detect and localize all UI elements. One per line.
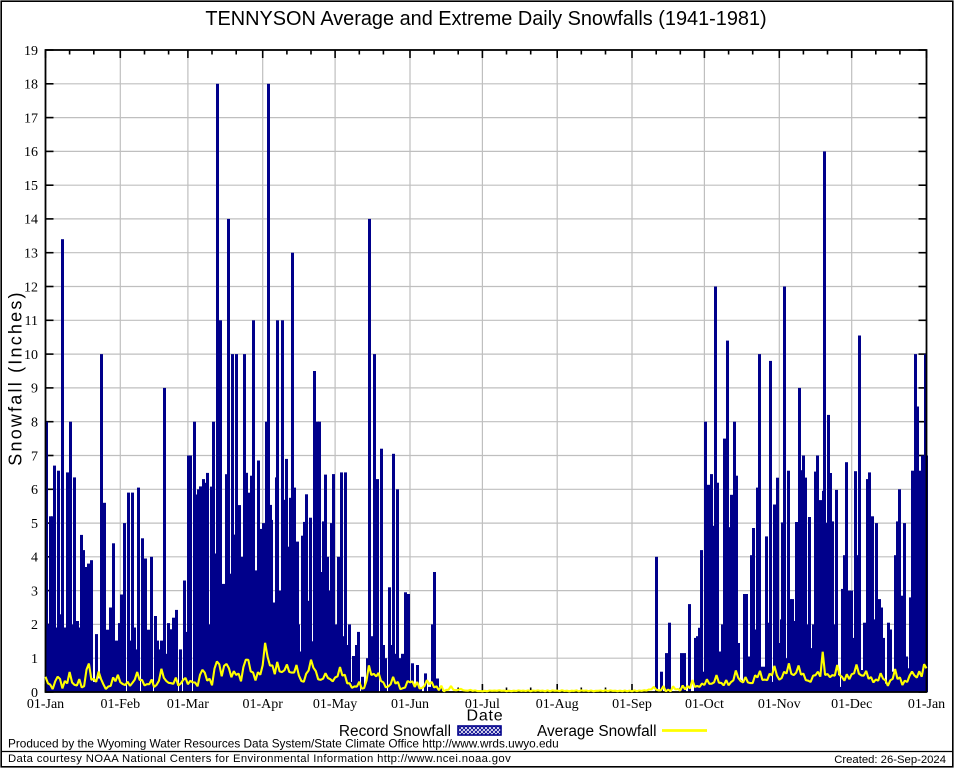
svg-text:5: 5 xyxy=(31,517,38,532)
svg-text:0: 0 xyxy=(31,686,38,701)
svg-text:8: 8 xyxy=(31,416,38,431)
svg-text:7: 7 xyxy=(31,449,38,464)
svg-text:17: 17 xyxy=(24,111,38,126)
svg-text:01-Mar: 01-Mar xyxy=(167,697,209,712)
svg-text:6: 6 xyxy=(31,483,38,498)
svg-text:Data courtesy NOAA National Ce: Data courtesy NOAA National Centers for … xyxy=(8,753,511,765)
svg-text:10: 10 xyxy=(24,348,38,363)
svg-text:01-Jan: 01-Jan xyxy=(27,697,64,712)
svg-text:1: 1 xyxy=(31,652,38,667)
svg-text:14: 14 xyxy=(24,213,38,228)
svg-text:18: 18 xyxy=(24,78,38,93)
svg-text:Date: Date xyxy=(467,708,504,725)
svg-text:15: 15 xyxy=(24,179,38,194)
svg-text:Snowfall (Inches): Snowfall (Inches) xyxy=(5,290,25,465)
svg-text:01-Feb: 01-Feb xyxy=(100,697,140,712)
svg-text:3: 3 xyxy=(31,584,38,599)
svg-text:11: 11 xyxy=(25,314,38,329)
svg-text:Record Snowfall: Record Snowfall xyxy=(339,723,451,740)
svg-text:TENNYSON Average and Extreme D: TENNYSON Average and Extreme Daily Snowf… xyxy=(205,8,766,30)
svg-text:01-Jun: 01-Jun xyxy=(391,697,429,712)
svg-text:12: 12 xyxy=(24,280,38,295)
svg-text:01-Oct: 01-Oct xyxy=(685,697,724,712)
svg-text:19: 19 xyxy=(24,44,38,59)
svg-text:01-Jul: 01-Jul xyxy=(465,697,500,712)
svg-text:9: 9 xyxy=(31,382,38,397)
svg-text:01-Nov: 01-Nov xyxy=(758,697,801,712)
svg-text:01-Jan: 01-Jan xyxy=(908,697,945,712)
svg-text:01-May: 01-May xyxy=(313,697,357,712)
svg-text:Produced by the Wyoming Water: Produced by the Wyoming Water Resources … xyxy=(8,737,559,751)
svg-text:13: 13 xyxy=(24,247,38,262)
svg-text:01-Dec: 01-Dec xyxy=(831,697,872,712)
svg-text:01-Apr: 01-Apr xyxy=(242,697,283,712)
svg-text:Created: 26-Sep-2024: Created: 26-Sep-2024 xyxy=(834,754,946,766)
svg-text:2: 2 xyxy=(31,618,38,633)
svg-text:Average Snowfall: Average Snowfall xyxy=(537,723,657,740)
svg-text:01-Aug: 01-Aug xyxy=(536,697,579,712)
svg-text:4: 4 xyxy=(31,551,38,566)
svg-text:01-Sep: 01-Sep xyxy=(612,697,652,712)
svg-text:16: 16 xyxy=(24,145,38,160)
